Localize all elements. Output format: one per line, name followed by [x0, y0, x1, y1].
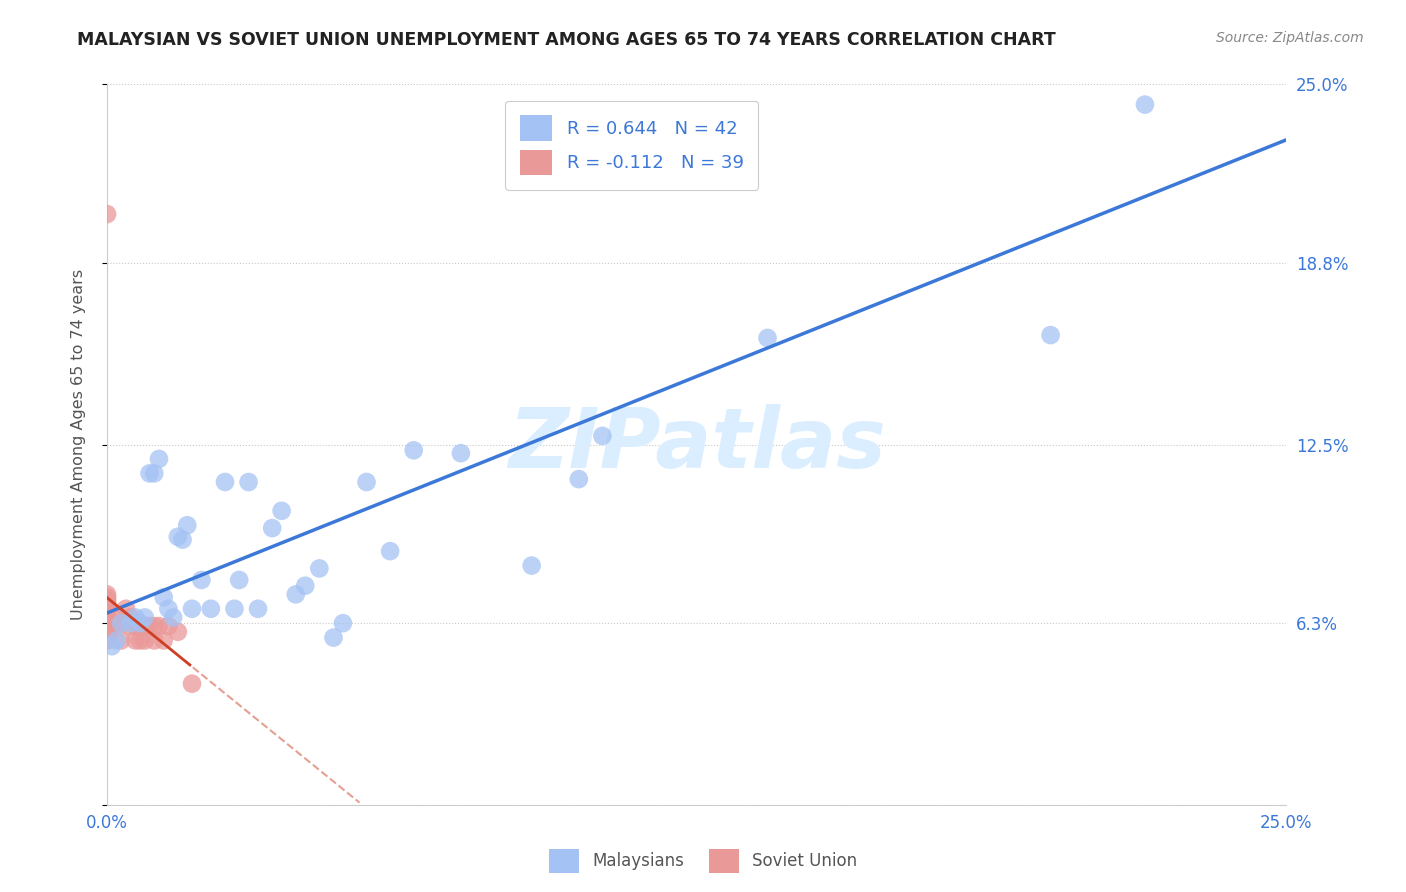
Point [105, 616, 128, 631]
Point [96, 599, 118, 613]
Point [96, 610, 118, 624]
Point [96, 616, 118, 631]
Point [105, 607, 128, 622]
Text: ZIPatlas: ZIPatlas [508, 404, 886, 485]
Point [96, 593, 118, 607]
Point [129, 633, 152, 648]
Point [124, 633, 146, 648]
Point [1039, 328, 1062, 343]
Point [247, 601, 270, 615]
Point [270, 504, 292, 518]
Point [134, 633, 156, 648]
Point [96, 601, 118, 615]
Legend: Malaysians, Soviet Union: Malaysians, Soviet Union [541, 842, 865, 880]
Point [101, 639, 124, 653]
Point [96, 622, 118, 636]
Point [124, 619, 146, 633]
Point [96, 591, 118, 605]
Point [120, 619, 142, 633]
Point [378, 544, 401, 558]
Point [148, 452, 170, 467]
Point [96, 607, 118, 622]
Point [228, 573, 250, 587]
Point [134, 610, 156, 624]
Point [134, 619, 156, 633]
Point [96, 613, 118, 627]
Text: MALAYSIAN VS SOVIET UNION UNEMPLOYMENT AMONG AGES 65 TO 74 YEARS CORRELATION CHA: MALAYSIAN VS SOVIET UNION UNEMPLOYMENT A… [77, 31, 1056, 49]
Point [238, 475, 260, 489]
Point [166, 530, 188, 544]
Point [143, 633, 166, 648]
Point [101, 622, 124, 636]
Point [756, 331, 779, 345]
Point [105, 633, 128, 648]
Point [138, 467, 160, 481]
Point [294, 579, 316, 593]
Point [214, 475, 236, 489]
Point [172, 533, 194, 547]
Point [96, 207, 118, 221]
Point [284, 587, 307, 601]
Point [332, 616, 354, 631]
Point [1133, 97, 1156, 112]
Point [190, 573, 212, 587]
Point [110, 616, 132, 631]
Point [520, 558, 543, 573]
Point [308, 561, 330, 575]
Point [568, 472, 591, 486]
Point [176, 518, 198, 533]
Point [181, 676, 204, 690]
Point [152, 633, 174, 648]
Point [322, 631, 344, 645]
Text: Source: ZipAtlas.com: Source: ZipAtlas.com [1216, 31, 1364, 45]
Point [96, 619, 118, 633]
Point [450, 446, 472, 460]
Legend: R = 0.644   N = 42, R = -0.112   N = 39: R = 0.644 N = 42, R = -0.112 N = 39 [505, 101, 758, 190]
Point [129, 619, 152, 633]
Point [96, 596, 118, 610]
Point [166, 624, 188, 639]
Point [110, 633, 132, 648]
Point [120, 616, 142, 631]
Point [143, 467, 166, 481]
Point [402, 443, 425, 458]
Point [157, 619, 180, 633]
Point [200, 601, 222, 615]
Point [262, 521, 284, 535]
Point [157, 601, 180, 615]
Point [110, 616, 132, 631]
Point [152, 591, 174, 605]
Point [129, 616, 152, 631]
Point [96, 633, 118, 648]
Point [124, 610, 146, 624]
Point [162, 610, 184, 624]
Point [115, 601, 138, 615]
Point [662, 158, 685, 172]
Point [96, 628, 118, 642]
Point [591, 429, 613, 443]
Point [101, 616, 124, 631]
Point [224, 601, 246, 615]
Point [96, 605, 118, 619]
Point [96, 587, 118, 601]
Point [120, 610, 142, 624]
Y-axis label: Unemployment Among Ages 65 to 74 years: Unemployment Among Ages 65 to 74 years [72, 269, 86, 620]
Point [143, 619, 166, 633]
Point [138, 619, 160, 633]
Point [181, 601, 204, 615]
Point [148, 619, 170, 633]
Point [356, 475, 378, 489]
